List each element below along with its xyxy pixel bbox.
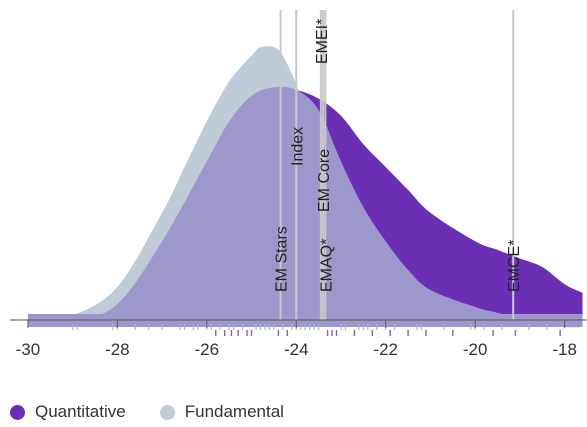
reference-label: EMEI* bbox=[314, 19, 331, 64]
x-tick-label: -22 bbox=[373, 340, 398, 359]
x-axis-ticks: -30 -28 -26 -24 -22 -20 -18 bbox=[16, 320, 577, 359]
reference-label: EM Stars bbox=[274, 226, 291, 292]
reference-label: EMCE* bbox=[506, 240, 523, 292]
reference-label: EM Core bbox=[316, 149, 333, 212]
x-tick-label: -20 bbox=[463, 340, 488, 359]
series-area-overlap bbox=[27, 86, 583, 328]
x-tick-label: -28 bbox=[105, 340, 130, 359]
reference-label: EMAQ* bbox=[318, 239, 335, 292]
legend-swatch-quantitative bbox=[10, 404, 25, 420]
density-areas bbox=[27, 46, 583, 328]
reference-lines: EM Stars Index EMEI* EM Core EMAQ* EMCE* bbox=[274, 10, 523, 320]
legend-swatch-fundamental bbox=[159, 404, 175, 420]
reference-label: Index bbox=[289, 127, 306, 166]
legend-item-quantitative: Quantitative bbox=[10, 402, 126, 422]
legend: Quantitative Fundamental bbox=[10, 402, 318, 422]
x-tick-label: -30 bbox=[16, 340, 41, 359]
x-tick-label: -18 bbox=[552, 340, 577, 359]
x-tick-label: -24 bbox=[284, 340, 309, 359]
x-tick-label: -26 bbox=[195, 340, 220, 359]
legend-item-fundamental: Fundamental bbox=[159, 402, 284, 422]
legend-label-quantitative: Quantitative bbox=[35, 402, 126, 421]
legend-label-fundamental: Fundamental bbox=[184, 402, 284, 421]
